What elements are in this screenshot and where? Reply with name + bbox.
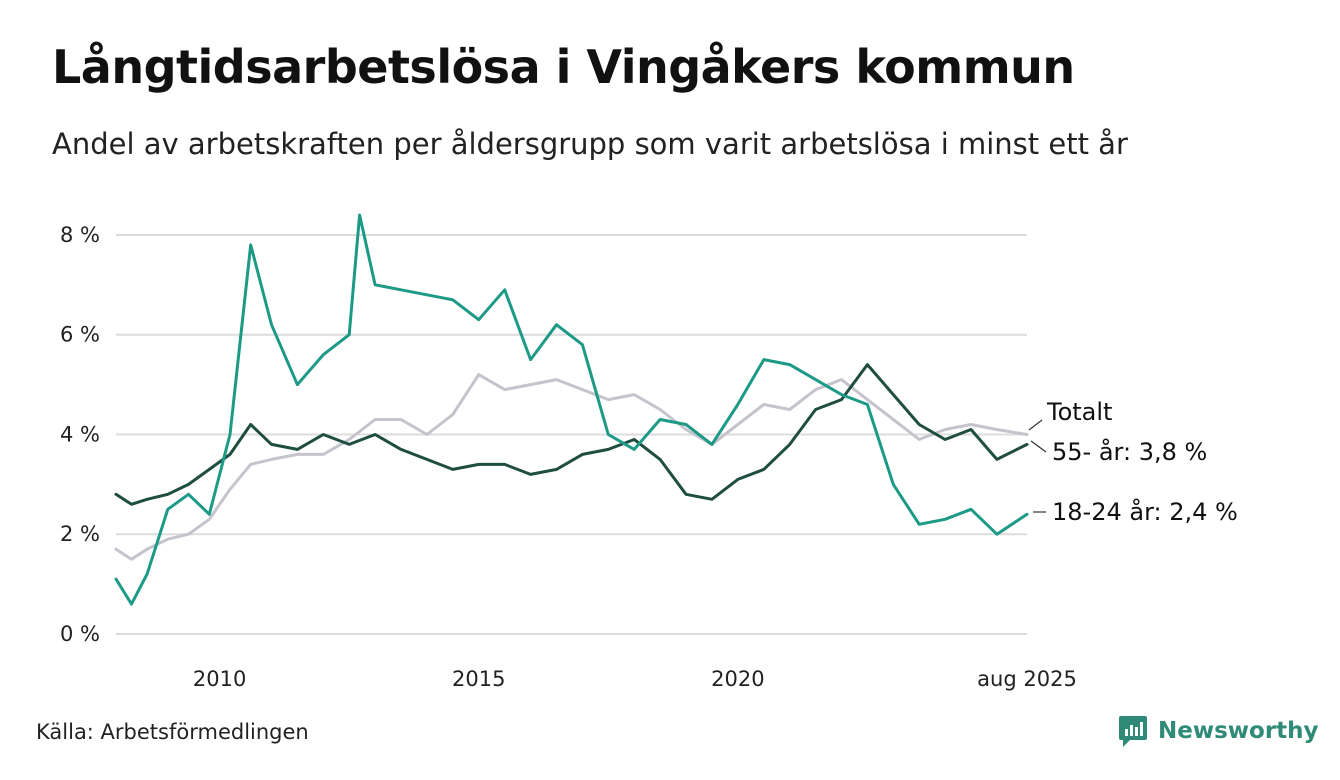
line-chart: 0 % 2 % 4 % 6 % 8 % 2010 2015 2020 aug 2025 Tot… [60,213,1238,691]
y-tick-label: 0 % [60,622,100,646]
series-line-total [114,373,1029,561]
end-label-age1824: 18-24 år: 2,4 % [1052,497,1238,526]
end-label-age55: 55- år: 3,8 % [1052,437,1207,466]
newsworthy-logo-icon [1119,716,1147,747]
end-label-total: Totalt [1046,398,1112,426]
series-line-age55 [114,363,1029,506]
y-tick-label: 2 % [60,522,100,546]
series-line-age1824 [114,213,1029,606]
chart-subtitle: Andel av arbetskraften per åldersgrupp s… [52,127,1128,161]
end-labels: Totalt 55- år: 3,8 % 18-24 år: 2,4 % [1028,398,1238,526]
brand-name: Newsworthy [1158,718,1319,744]
series-lines [114,213,1029,606]
chart-title: Långtidsarbetslösa i Vingåkers kommun [52,40,1075,94]
y-tick-label: 6 % [60,323,100,347]
x-tick-label: 2020 [711,667,764,691]
y-axis-ticks: 0 % 2 % 4 % 6 % 8 % [60,223,100,646]
label-leader-line [1030,440,1047,453]
label-leader-line [1028,419,1043,431]
source-note: Källa: Arbetsförmedlingen [36,720,309,744]
grid-lines [116,233,1027,635]
x-tick-label: aug 2025 [977,667,1077,691]
brand-logo: Newsworthy [1118,714,1319,748]
y-tick-label: 4 % [60,422,100,446]
x-tick-label: 2015 [452,667,505,691]
x-axis-ticks: 2010 2015 2020 aug 2025 [193,667,1077,691]
x-tick-label: 2010 [193,667,246,691]
y-tick-label: 8 % [60,223,100,247]
